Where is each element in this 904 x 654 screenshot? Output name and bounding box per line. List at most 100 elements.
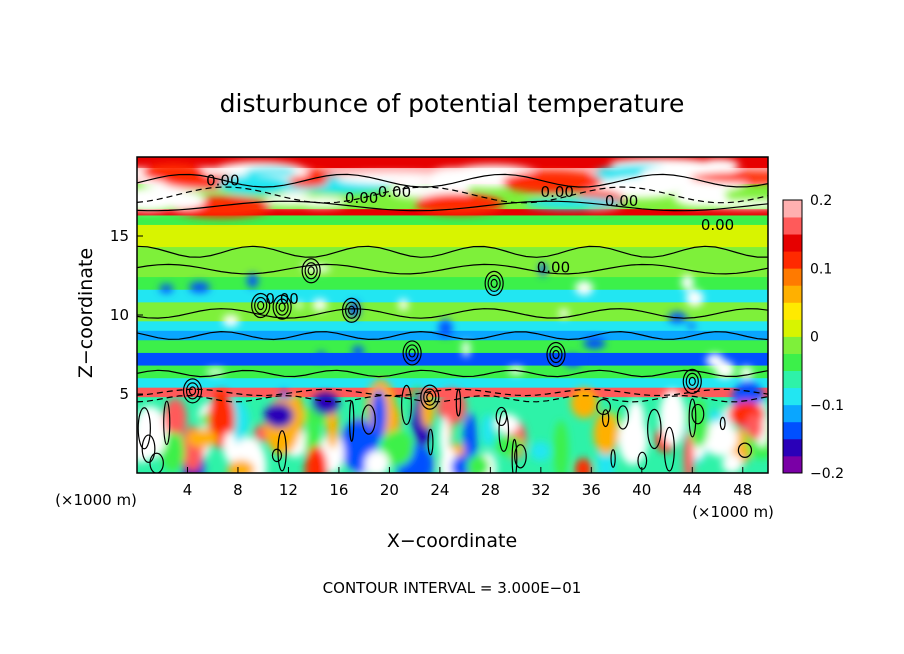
contour-line — [271, 448, 283, 463]
colorbar-swatch — [783, 319, 802, 337]
contour-line — [301, 258, 321, 284]
x-unit-right: (×1000 m) — [692, 503, 774, 521]
colorbar-swatch — [783, 268, 802, 286]
contour-line — [257, 300, 265, 311]
colorbar-swatch — [783, 285, 802, 303]
contour-line — [610, 449, 616, 468]
contour-line — [688, 398, 697, 438]
heatmap-cell — [189, 281, 210, 293]
x-unit-left: (×1000 m) — [55, 491, 137, 509]
x-tick-label: 28 — [481, 481, 500, 499]
colorbar-swatch — [783, 387, 802, 406]
heatmap-cell — [159, 284, 174, 294]
heatmap-cell — [463, 412, 477, 469]
contour-line — [408, 348, 416, 358]
y-axis-label: Z−coordinate — [75, 248, 97, 378]
contour-line — [426, 392, 434, 402]
heatmap-cell — [593, 411, 619, 455]
heatmap-band — [137, 277, 768, 291]
x-tick-label: 12 — [279, 481, 298, 499]
contour-line — [688, 376, 696, 386]
contour-line — [149, 452, 164, 473]
y-axis-ticks: 5 10 15 — [110, 227, 143, 403]
heatmap-cell — [690, 172, 768, 184]
heatmap-cell — [294, 301, 304, 309]
colorbar-swatch — [783, 336, 802, 354]
contour-line — [511, 438, 518, 473]
heatmap-cell — [688, 322, 696, 330]
contour-line — [182, 378, 203, 404]
contour-line — [341, 297, 362, 323]
heatmap-cell — [439, 416, 450, 460]
heatmap-band — [137, 224, 768, 248]
heatmap-band — [137, 378, 768, 389]
heatmap-cell — [144, 415, 167, 456]
colorbar-tick-label: −0.2 — [810, 466, 844, 482]
contour-line — [188, 386, 197, 396]
heatmap-cell — [421, 390, 435, 429]
heatmap-cell — [502, 170, 603, 194]
colorbar-swatch — [783, 353, 802, 372]
heatmap-band — [137, 215, 768, 226]
contour-line — [137, 388, 768, 397]
contour-line — [596, 398, 611, 416]
contour-line — [361, 404, 376, 435]
contour-line — [405, 344, 419, 362]
contour-line — [427, 428, 434, 456]
heatmap-cell — [312, 299, 328, 311]
heatmap-cell — [264, 403, 294, 429]
colorbar-swatch — [783, 370, 802, 389]
heatmap-cell — [414, 193, 504, 215]
heatmap-cell — [618, 415, 648, 465]
heatmap-cell — [352, 345, 364, 358]
heatmap-cell — [530, 441, 551, 461]
heatmap-cell — [685, 289, 704, 307]
x-tick-label: 20 — [380, 481, 399, 499]
colorbar-swatch — [783, 455, 802, 474]
contour-line — [251, 292, 271, 319]
contour-line — [272, 294, 292, 320]
contour-line — [490, 278, 498, 288]
contour-line — [137, 369, 768, 378]
heatmap-cell — [287, 175, 329, 188]
heatmap-cell — [745, 413, 763, 440]
heatmap-cell — [703, 420, 738, 457]
x-tick-label: 8 — [233, 481, 243, 499]
heatmap-band — [137, 340, 768, 354]
contour-line — [137, 186, 768, 204]
colorbar-swatch — [783, 421, 802, 440]
heatmap-cell — [364, 450, 390, 473]
heatmap-cell — [563, 354, 582, 367]
contour-label: 0.00 — [541, 183, 574, 201]
contour-label: 0.00 — [345, 189, 378, 207]
heatmap-cell — [186, 428, 218, 448]
plot-area — [137, 157, 768, 473]
contour-line — [137, 308, 768, 319]
heatmap-cell — [247, 273, 258, 288]
heatmap-cell — [312, 264, 331, 272]
heatmap-cell — [583, 337, 606, 350]
heatmap-cell — [163, 398, 187, 439]
colorbar-swatch — [783, 438, 802, 457]
contour-line — [663, 426, 675, 472]
heatmap-cell — [740, 366, 753, 379]
contour-line — [254, 296, 268, 315]
heatmap-cell — [722, 453, 743, 473]
x-tick-label: 4 — [183, 481, 193, 499]
heatmap-cell — [495, 413, 519, 434]
x-tick-label: 32 — [531, 481, 550, 499]
heatmap-cell — [336, 172, 447, 185]
contour-label: 0.00 — [378, 183, 411, 201]
heatmap-cell — [206, 368, 225, 375]
colorbar-swatch — [783, 404, 802, 423]
contour-label: 0.00 — [537, 259, 570, 277]
contour-line — [647, 408, 662, 450]
heatmap-band — [137, 289, 768, 303]
contour-line — [137, 200, 768, 212]
x-tick-label: 24 — [430, 481, 449, 499]
contour-line — [549, 345, 563, 364]
contour-line — [685, 372, 699, 390]
colorbar-swatch — [783, 302, 802, 320]
contour-line — [455, 388, 462, 417]
